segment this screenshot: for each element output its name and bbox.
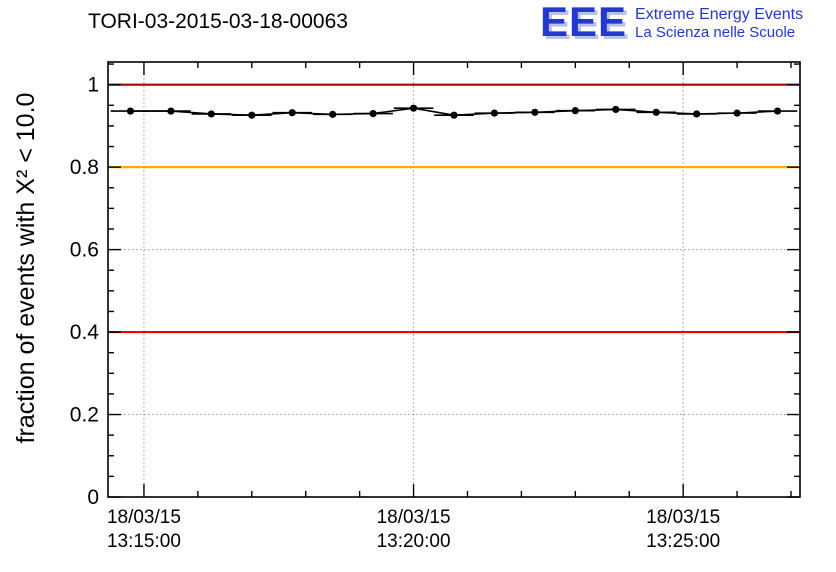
eee-logo-line1: Extreme Energy Events	[635, 6, 804, 23]
eee-logo-line2: La Scienza nelle Scuole	[635, 24, 796, 41]
eee-logo: EEE Extreme Energy Events La Scienza nel…	[540, 0, 803, 45]
svg-text:1: 1	[87, 74, 99, 97]
svg-text:0: 0	[87, 486, 99, 509]
svg-text:18/03/15: 18/03/15	[646, 507, 720, 528]
chart-title: TORI-03-2015-03-18-00063	[88, 10, 348, 33]
svg-text:13:15:00: 13:15:00	[107, 531, 181, 552]
svg-text:0.2: 0.2	[70, 404, 99, 427]
svg-text:13:20:00: 13:20:00	[377, 531, 451, 552]
svg-text:18/03/15: 18/03/15	[377, 507, 451, 528]
eee-logo-acronym: EEE	[540, 0, 628, 45]
eee-logo-text: Extreme Energy Events La Scienza nelle S…	[635, 5, 803, 42]
svg-text:18/03/15: 18/03/15	[107, 507, 181, 528]
svg-text:13:25:00: 13:25:00	[646, 531, 720, 552]
svg-text:0.4: 0.4	[70, 321, 100, 344]
svg-text:0.6: 0.6	[70, 239, 99, 262]
svg-text:0.8: 0.8	[70, 156, 99, 179]
